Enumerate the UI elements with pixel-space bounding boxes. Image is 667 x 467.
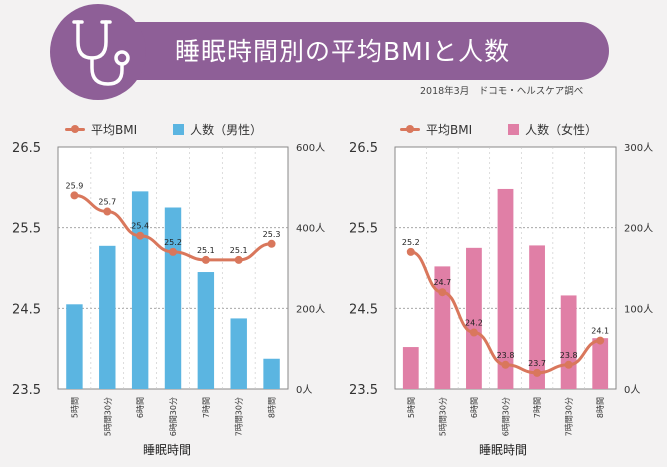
bmi-data-label: 24.1 xyxy=(591,327,609,336)
x-axis-title-male: 睡眠時間 xyxy=(143,443,192,457)
bar-female xyxy=(529,245,545,389)
legend-line-swatch xyxy=(400,125,420,133)
left-axis-tick-label: 24.5 xyxy=(349,302,378,317)
bar-male xyxy=(263,358,280,389)
bmi-data-label: 23.8 xyxy=(560,351,578,360)
right-axis-tick-label: 100人 xyxy=(624,303,653,315)
bar-male xyxy=(99,245,116,389)
bmi-point xyxy=(469,328,478,337)
page-title: 睡眠時間別の平均BMIと人数 xyxy=(175,37,511,66)
bmi-data-label: 25.3 xyxy=(263,230,281,239)
bmi-point xyxy=(406,247,415,256)
bmi-data-label: 25.1 xyxy=(197,246,215,255)
bmi-data-label: 25.9 xyxy=(66,181,84,190)
right-axis-tick-label: 0人 xyxy=(296,384,312,396)
bmi-data-label: 23.7 xyxy=(528,359,546,368)
x-tick-label: 5時間30分 xyxy=(438,397,447,436)
bmi-point xyxy=(533,368,542,377)
x-tick-label: 6時間 xyxy=(136,397,145,418)
x-tick-label: 6時間30分 xyxy=(169,397,178,436)
bmi-data-label: 23.8 xyxy=(497,351,515,360)
bmi-point xyxy=(596,336,605,345)
x-tick-label: 8時間 xyxy=(596,397,605,418)
legend-line-swatch xyxy=(65,125,85,133)
x-tick-label: 7時間30分 xyxy=(235,397,244,436)
legend-bar-swatch xyxy=(508,124,520,135)
legend-bmi-label: 平均BMI xyxy=(91,123,138,137)
right-axis-tick-label: 300人 xyxy=(624,142,653,154)
bar-female xyxy=(466,247,482,389)
left-axis-tick-label: 25.5 xyxy=(349,222,378,237)
right-axis-tick-label: 600人 xyxy=(296,142,325,154)
bmi-data-label: 25.2 xyxy=(164,238,182,247)
bar-female xyxy=(560,295,577,389)
bar-male xyxy=(230,318,247,389)
x-tick-label: 6時間30分 xyxy=(502,397,511,436)
bmi-point xyxy=(438,288,447,297)
bmi-point xyxy=(169,247,177,256)
x-tick-label: 6時間 xyxy=(470,397,479,418)
bar-male xyxy=(197,272,215,389)
bmi-data-label: 25.2 xyxy=(402,238,420,247)
bar-female xyxy=(434,266,451,389)
bmi-point xyxy=(267,239,276,248)
bmi-point xyxy=(501,360,510,369)
legend-female: 平均BMI 人数（女性） xyxy=(400,121,597,138)
legend-bar-label: 人数（男性） xyxy=(190,123,263,137)
bar-female xyxy=(402,347,419,389)
bmi-data-label: 25.4 xyxy=(131,222,149,231)
x-tick-label: 8時間 xyxy=(268,397,277,418)
bmi-point xyxy=(136,231,145,240)
left-axis-tick-label: 23.5 xyxy=(12,383,41,398)
legend-bar-label: 人数（女性） xyxy=(525,123,598,137)
left-axis-tick-label: 24.5 xyxy=(12,302,41,317)
stethoscope-icon xyxy=(72,20,130,86)
logo-circle xyxy=(50,4,146,100)
x-tick-label: 5時間 xyxy=(407,397,416,418)
bmi-data-label: 24.7 xyxy=(433,278,451,287)
left-axis-tick-label: 25.5 xyxy=(12,222,41,237)
x-tick-label: 5時間 xyxy=(70,397,79,418)
bmi-point xyxy=(201,255,210,264)
bar-male xyxy=(66,304,83,389)
x-tick-label: 7時間30分 xyxy=(565,397,574,436)
title-banner xyxy=(54,22,609,80)
bmi-point xyxy=(564,360,573,369)
bar-male xyxy=(164,207,182,389)
source-note: 2018年3月 ドコモ・ヘルスケア調べ xyxy=(420,86,584,97)
bmi-data-label: 25.7 xyxy=(98,198,116,207)
legend-bar-swatch xyxy=(173,124,185,135)
bmi-point xyxy=(234,255,243,264)
x-tick-label: 5時間30分 xyxy=(103,397,112,436)
x-tick-label: 7時間 xyxy=(202,397,211,418)
bar-female xyxy=(592,338,609,389)
right-axis-tick-label: 400人 xyxy=(296,223,325,235)
x-axis-title-female: 睡眠時間 xyxy=(479,443,528,457)
bmi-point xyxy=(70,191,79,200)
legend-bmi-label: 平均BMI xyxy=(426,123,473,137)
right-axis-tick-label: 200人 xyxy=(624,223,653,235)
bmi-data-label: 24.2 xyxy=(465,319,483,328)
right-axis-tick-label: 0人 xyxy=(624,384,640,396)
left-axis-tick-label: 26.5 xyxy=(349,141,378,156)
left-axis-tick-label: 23.5 xyxy=(349,383,378,398)
bmi-point xyxy=(103,207,112,216)
right-axis-tick-label: 200人 xyxy=(296,303,325,315)
left-axis-tick-label: 26.5 xyxy=(12,141,41,156)
bmi-data-label: 25.1 xyxy=(230,246,248,255)
bar-male xyxy=(131,191,149,389)
bar-female xyxy=(497,188,514,389)
legend-male: 平均BMI 人数（男性） xyxy=(65,121,262,138)
x-tick-label: 7時間 xyxy=(533,397,542,418)
